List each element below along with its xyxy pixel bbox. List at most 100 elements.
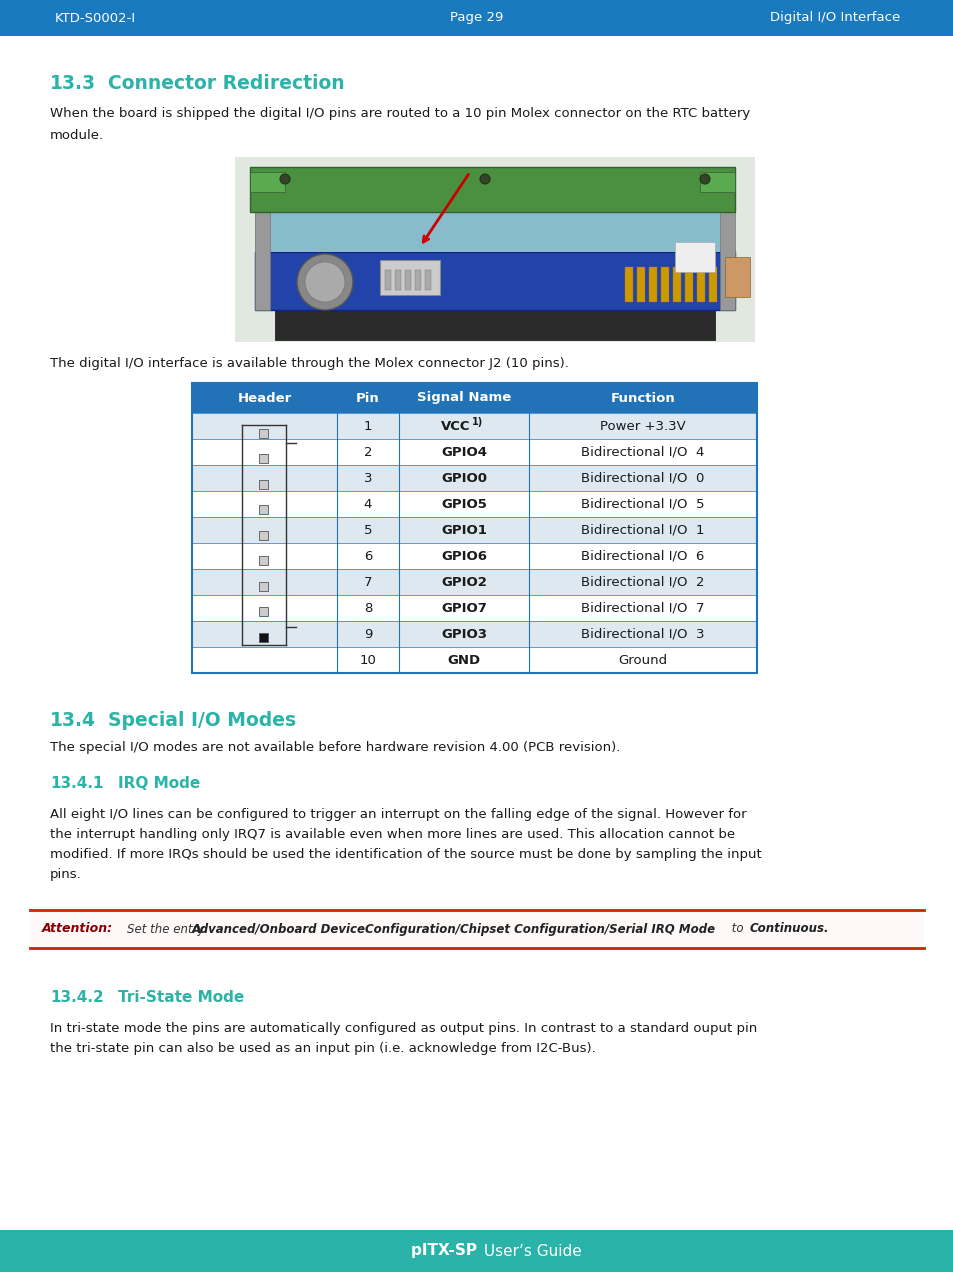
Text: The special I/O modes are not available before hardware revision 4.00 (PCB revis: The special I/O modes are not available … <box>50 742 619 754</box>
Text: Continuous.: Continuous. <box>749 922 828 935</box>
Bar <box>192 466 757 491</box>
Circle shape <box>700 174 709 184</box>
Text: 5: 5 <box>363 524 372 537</box>
Text: 9: 9 <box>363 627 372 641</box>
Text: Ground: Ground <box>618 654 667 667</box>
Bar <box>234 156 754 342</box>
Bar <box>259 556 268 565</box>
Bar <box>192 516 757 543</box>
Text: GPIO2: GPIO2 <box>440 575 486 589</box>
Bar <box>259 530 268 539</box>
Text: Bidirectional I/O  1: Bidirectional I/O 1 <box>580 524 704 537</box>
Text: p​ITX-SP: p​ITX-SP <box>411 1244 476 1258</box>
Text: Bidirectional I/O  4: Bidirectional I/O 4 <box>580 445 704 458</box>
Bar <box>254 252 734 310</box>
Bar <box>385 270 391 290</box>
Bar <box>192 543 757 569</box>
Text: the interrupt handling only IRQ7 is available even when more lines are used. Thi: the interrupt handling only IRQ7 is avai… <box>50 828 735 841</box>
Bar <box>0 0 953 36</box>
Text: Connector Redirection: Connector Redirection <box>108 74 344 93</box>
Text: GPIO4: GPIO4 <box>440 445 486 458</box>
Text: Page 29: Page 29 <box>450 11 503 24</box>
Text: GPIO1: GPIO1 <box>440 524 486 537</box>
Text: 8: 8 <box>363 602 372 614</box>
Text: All eight I/O lines can be configured to trigger an interrupt on the falling edg: All eight I/O lines can be configured to… <box>50 808 746 820</box>
Text: 13.3: 13.3 <box>50 74 96 93</box>
Text: Header: Header <box>237 392 292 404</box>
Bar <box>192 383 757 673</box>
Text: Function: Function <box>610 392 675 404</box>
Bar <box>259 581 268 590</box>
Text: 1): 1) <box>472 417 483 427</box>
Text: Advanced/Onboard DeviceConfiguration/Chipset Configuration/Serial IRQ Mode: Advanced/Onboard DeviceConfiguration/Chi… <box>192 922 716 935</box>
Text: Pin: Pin <box>355 392 379 404</box>
Text: Bidirectional I/O  0: Bidirectional I/O 0 <box>580 472 704 485</box>
Text: 1: 1 <box>363 420 372 432</box>
Bar <box>660 267 668 301</box>
Text: 13.4.2: 13.4.2 <box>50 990 104 1005</box>
Text: Bidirectional I/O  5: Bidirectional I/O 5 <box>580 497 704 510</box>
Bar <box>0 1230 953 1272</box>
Text: KTD-S0002-I: KTD-S0002-I <box>55 11 136 24</box>
Bar <box>424 270 431 290</box>
Bar <box>259 480 268 488</box>
Bar <box>259 607 268 616</box>
Text: VCC: VCC <box>441 420 470 432</box>
Text: GND: GND <box>447 654 480 667</box>
Bar <box>637 267 644 301</box>
Bar <box>708 267 717 301</box>
Bar <box>192 647 757 673</box>
Bar <box>192 439 757 466</box>
Text: Attention:: Attention: <box>42 922 113 935</box>
Text: In tri-state mode the pins are automatically configured as output pins. In contr: In tri-state mode the pins are automatic… <box>50 1021 757 1035</box>
Text: to: to <box>727 922 746 935</box>
Bar <box>415 270 420 290</box>
Bar <box>250 172 285 192</box>
Text: 10: 10 <box>359 654 376 667</box>
Bar <box>395 270 400 290</box>
Bar <box>675 242 714 272</box>
Text: 6: 6 <box>363 550 372 562</box>
Text: User’s Guide: User’s Guide <box>478 1244 581 1258</box>
Text: The digital I/O interface is available through the Molex connector J2 (10 pins).: The digital I/O interface is available t… <box>50 357 568 370</box>
Bar <box>254 212 734 252</box>
Bar <box>192 569 757 595</box>
Bar <box>379 259 439 295</box>
Polygon shape <box>250 167 734 212</box>
Bar <box>720 212 734 310</box>
Bar <box>254 212 270 310</box>
Text: the tri-state pin can also be used as an input pin (i.e. acknowledge from I2C-Bu: the tri-state pin can also be used as an… <box>50 1042 595 1054</box>
Text: pins.: pins. <box>50 868 82 881</box>
Bar <box>192 413 757 439</box>
Text: Tri-State Mode: Tri-State Mode <box>118 990 244 1005</box>
Bar <box>192 491 757 516</box>
Text: 2: 2 <box>363 445 372 458</box>
Bar <box>684 267 692 301</box>
Bar <box>259 632 268 641</box>
Text: GPIO0: GPIO0 <box>440 472 486 485</box>
Text: Bidirectional I/O  3: Bidirectional I/O 3 <box>580 627 704 641</box>
Text: GPIO5: GPIO5 <box>440 497 486 510</box>
Bar <box>700 172 734 192</box>
Text: Bidirectional I/O  7: Bidirectional I/O 7 <box>580 602 704 614</box>
Bar <box>30 909 923 948</box>
Text: Special I/O Modes: Special I/O Modes <box>108 711 295 730</box>
Bar <box>259 505 268 514</box>
Bar <box>624 267 633 301</box>
Bar <box>274 310 714 340</box>
Bar <box>672 267 680 301</box>
Text: Set the entry: Set the entry <box>127 922 208 935</box>
Bar <box>192 383 757 413</box>
Bar <box>648 267 657 301</box>
Text: Power +3.3V: Power +3.3V <box>599 420 685 432</box>
Bar <box>259 429 268 438</box>
Circle shape <box>305 262 345 301</box>
Bar <box>697 267 704 301</box>
Text: 4: 4 <box>363 497 372 510</box>
Text: modified. If more IRQs should be used the identification of the source must be d: modified. If more IRQs should be used th… <box>50 848 760 861</box>
Bar <box>405 270 411 290</box>
Text: Bidirectional I/O  6: Bidirectional I/O 6 <box>580 550 704 562</box>
Circle shape <box>479 174 490 184</box>
Text: 13.4.1: 13.4.1 <box>50 776 103 791</box>
Bar <box>192 621 757 647</box>
